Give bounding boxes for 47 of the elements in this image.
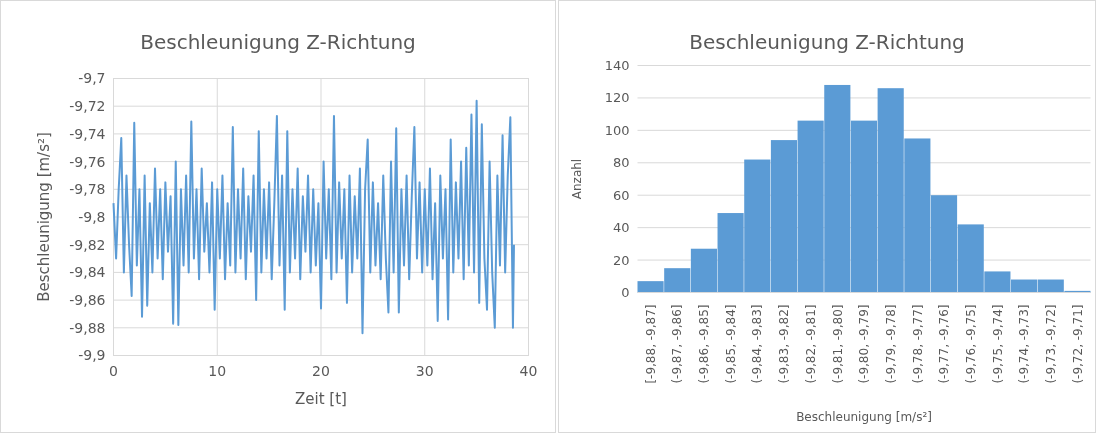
y-tick-label: -9,88 — [69, 319, 106, 336]
y-axis-title: Beschleunigung [m/s²] — [34, 132, 53, 302]
y-tick-label: 60 — [612, 187, 630, 203]
x-tick-label: (-9,86, -9,85] — [697, 304, 712, 384]
y-tick-label: 140 — [604, 58, 630, 74]
y-tick-label: 0 — [621, 285, 630, 301]
x-tick-label: [-9,88, -9,87] — [643, 304, 658, 384]
y-tick-label: -9,8 — [78, 208, 106, 225]
x-tick-label: (-9,82, -9,81] — [803, 304, 818, 384]
x-tick-label: (-9,85, -9,84] — [723, 304, 738, 384]
x-tick-label: (-9,73, -9,72] — [1043, 304, 1058, 384]
y-tick-label: 20 — [612, 252, 630, 268]
y-tick-label: -9,72 — [69, 98, 106, 115]
x-tick-label: (-9,83, -9,82] — [777, 304, 792, 384]
y-tick-label: -9,76 — [69, 153, 106, 170]
x-tick-label: (-9,81, -9,80] — [830, 304, 845, 384]
x-axis-title: Zeit [t] — [295, 389, 347, 408]
x-tick-label: (-9,80, -9,79] — [857, 304, 872, 384]
y-tick-label: 40 — [612, 220, 630, 236]
x-tick-label: (-9,84, -9,83] — [750, 304, 765, 384]
x-tick-label: 20 — [312, 362, 330, 379]
x-tick-label: 30 — [415, 362, 434, 379]
x-tick-label: (-9,76, -9,75] — [963, 304, 978, 384]
y-tick-label: 100 — [604, 122, 630, 138]
x-tick-label: 10 — [208, 362, 227, 379]
chart-title: Beschleunigung Z-Richtung — [689, 29, 965, 54]
y-tick-label: -9,82 — [69, 236, 106, 253]
x-tick-label: (-9,79, -9,78] — [883, 304, 898, 384]
x-tick-label: (-9,77, -9,76] — [937, 304, 952, 384]
x-tick-label: (-9,74, -9,73] — [1017, 304, 1032, 384]
y-tick-label: -9,7 — [78, 70, 106, 87]
x-tick-label: (-9,87, -9,86] — [670, 304, 685, 384]
y-tick-label: -9,86 — [69, 292, 106, 308]
x-tick-label: 0 — [109, 362, 118, 379]
y-tick-label: -9,78 — [69, 181, 106, 198]
y-tick-label: 120 — [604, 90, 630, 106]
x-tick-label: (-9,72, -9,71] — [1070, 304, 1085, 384]
chart-title: Beschleunigung Z-Richtung — [140, 29, 416, 54]
y-axis-title: Anzahl — [569, 158, 584, 200]
y-tick-label: 80 — [612, 155, 630, 171]
y-tick-label: -9,74 — [69, 125, 106, 142]
x-tick-label: (-9,75, -9,74] — [990, 304, 1005, 384]
x-axis-title: Beschleunigung [m/s²] — [796, 409, 932, 424]
y-tick-label: -9,84 — [69, 264, 106, 281]
y-tick-label: -9,9 — [78, 347, 106, 364]
x-tick-label: (-9,78, -9,77] — [910, 304, 925, 384]
x-tick-label: 40 — [519, 362, 538, 379]
